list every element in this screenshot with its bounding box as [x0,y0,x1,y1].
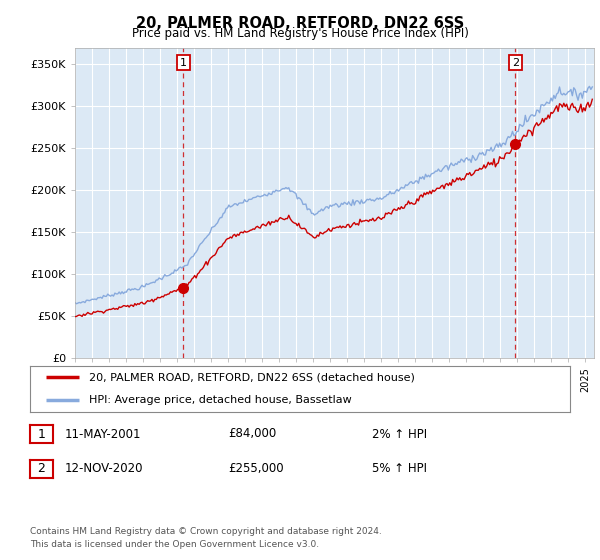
Text: Contains HM Land Registry data © Crown copyright and database right 2024.
This d: Contains HM Land Registry data © Crown c… [30,528,382,549]
Text: £255,000: £255,000 [228,462,284,475]
Text: 20, PALMER ROAD, RETFORD, DN22 6SS: 20, PALMER ROAD, RETFORD, DN22 6SS [136,16,464,31]
Text: 1: 1 [37,427,46,441]
Text: 5% ↑ HPI: 5% ↑ HPI [372,462,427,475]
Text: 1: 1 [180,58,187,68]
Text: 12-NOV-2020: 12-NOV-2020 [65,462,143,475]
Text: 2% ↑ HPI: 2% ↑ HPI [372,427,427,441]
Text: 20, PALMER ROAD, RETFORD, DN22 6SS (detached house): 20, PALMER ROAD, RETFORD, DN22 6SS (deta… [89,372,415,382]
Text: 2: 2 [37,462,46,475]
Text: £84,000: £84,000 [228,427,276,441]
Text: 2: 2 [512,58,519,68]
Text: 11-MAY-2001: 11-MAY-2001 [65,427,142,441]
Text: HPI: Average price, detached house, Bassetlaw: HPI: Average price, detached house, Bass… [89,395,352,405]
Text: Price paid vs. HM Land Registry's House Price Index (HPI): Price paid vs. HM Land Registry's House … [131,27,469,40]
